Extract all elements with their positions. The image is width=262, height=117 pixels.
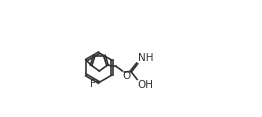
Text: O: O: [123, 71, 131, 81]
Text: F: F: [90, 79, 96, 89]
Text: OH: OH: [138, 80, 154, 90]
Text: NH: NH: [138, 53, 153, 62]
